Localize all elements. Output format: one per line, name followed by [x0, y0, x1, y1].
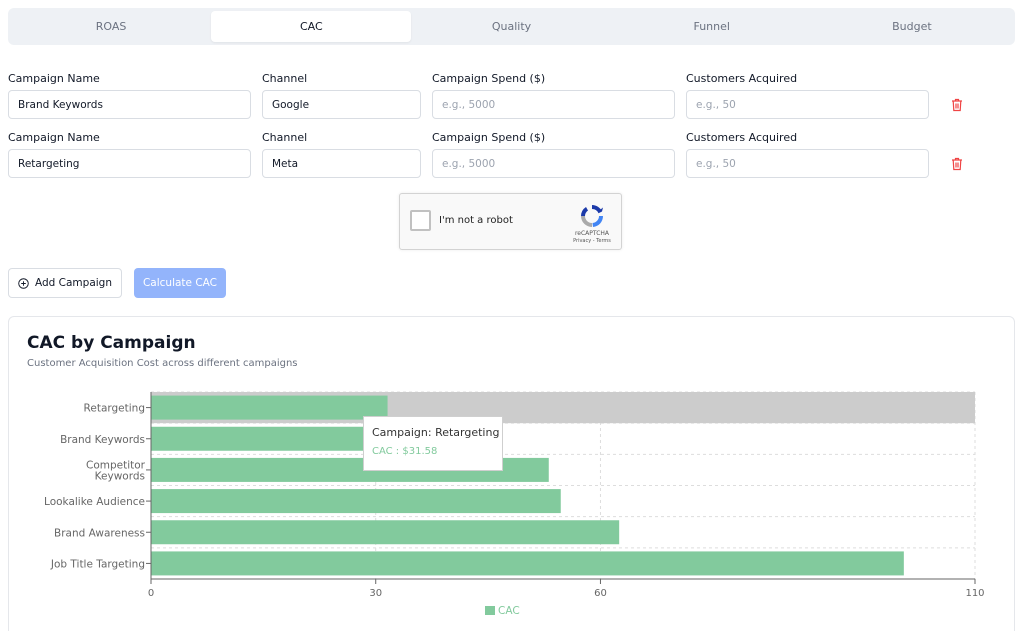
recaptcha-checkbox[interactable]	[410, 210, 431, 231]
add-campaign-label: Add Campaign	[35, 277, 112, 289]
customers-input[interactable]: e.g., 50	[686, 90, 929, 119]
spend-group: Campaign Spend ($) e.g., 5000	[432, 131, 675, 178]
recaptcha-label: I'm not a robot	[439, 215, 513, 226]
y-tick-label-line: Competitor	[86, 459, 146, 471]
y-tick-label: Brand Awareness	[54, 527, 145, 539]
tab-budget[interactable]: Budget	[892, 20, 932, 33]
campaign-name-input[interactable]: Brand Keywords	[8, 90, 251, 119]
spend-input[interactable]: e.g., 5000	[432, 149, 675, 178]
tab-roas[interactable]: ROAS	[95, 20, 127, 33]
spend-label: Campaign Spend ($)	[432, 72, 546, 85]
y-tick-label-line: Retargeting	[84, 403, 145, 415]
campaign-name-group: Campaign Name Brand Keywords	[8, 72, 251, 119]
x-tick-label: 60	[594, 588, 607, 599]
channel-input[interactable]: Google	[262, 90, 421, 119]
bar-brand-awareness	[151, 520, 620, 545]
y-tick-label: Brand Keywords	[60, 434, 145, 446]
customers-label: Customers Acquired	[686, 131, 798, 144]
spend-label: Campaign Spend ($)	[432, 131, 546, 144]
y-tick-label-line: Brand Keywords	[60, 434, 145, 446]
tab-quality[interactable]: Quality	[491, 20, 532, 33]
customers-group: Customers Acquired e.g., 50	[686, 131, 929, 178]
y-tick-label-line: Lookalike Audience	[44, 496, 145, 508]
tooltip-value: CAC : $31.58	[372, 446, 438, 457]
y-tick-label: Job Title Targeting	[50, 558, 145, 570]
legend-label: CAC	[498, 605, 520, 617]
bar-brand-keywords	[151, 426, 380, 451]
legend-swatch	[485, 606, 495, 615]
channel-group: Channel Google	[262, 72, 421, 119]
bar-job-title-targeting	[151, 551, 904, 576]
spend-group: Campaign Spend ($) e.g., 5000	[432, 72, 675, 119]
x-tick-label: 0	[148, 588, 154, 599]
trash-icon[interactable]	[951, 157, 963, 171]
plus-circle-icon	[18, 277, 29, 289]
x-tick-label: 110	[965, 588, 984, 599]
tab-cac[interactable]: CAC	[211, 11, 412, 42]
tab-funnel[interactable]: Funnel	[693, 20, 730, 33]
customers-label: Customers Acquired	[686, 72, 798, 85]
x-tick-label: 30	[369, 588, 382, 599]
recaptcha-brand: reCAPTCHA	[574, 230, 610, 237]
channel-label: Channel	[262, 72, 308, 85]
y-tick-label-line: Keywords	[95, 470, 145, 482]
channel-input[interactable]: Meta	[262, 149, 421, 178]
channel-group: Channel Meta	[262, 131, 421, 178]
campaign-name-group: Campaign Name Retargeting	[8, 131, 251, 178]
y-tick-label: Retargeting	[84, 403, 145, 415]
campaign-name-input[interactable]: Retargeting	[8, 149, 251, 178]
channel-label: Channel	[262, 131, 308, 144]
recaptcha-logo-icon	[581, 205, 604, 227]
bar-lookalike-audience	[151, 489, 561, 514]
customers-input[interactable]: e.g., 50	[686, 149, 929, 178]
chart-title: CAC by Campaign	[27, 333, 196, 353]
trash-icon[interactable]	[951, 98, 963, 112]
chart-subtitle: Customer Acquisition Cost across differe…	[27, 358, 298, 369]
campaign-name-label: Campaign Name	[8, 131, 100, 144]
add-campaign-button[interactable]: Add Campaign	[8, 268, 122, 298]
recaptcha-terms-link[interactable]: Privacy - Terms	[573, 238, 611, 244]
campaign-name-label: Campaign Name	[8, 72, 100, 85]
recaptcha-widget: I'm not a robot reCAPTCHA Privacy - Term…	[399, 193, 622, 250]
customers-group: Customers Acquired e.g., 50	[686, 72, 929, 119]
bar-retargeting	[151, 395, 388, 420]
tooltip-title: Campaign: Retargeting	[372, 426, 500, 439]
spend-input[interactable]: e.g., 5000	[432, 90, 675, 119]
y-tick-label: Lookalike Audience	[44, 496, 145, 508]
chart-tooltip: Campaign: Retargeting CAC : $31.58	[363, 416, 503, 471]
tab-bar: ROAS CAC Quality Funnel Budget	[8, 8, 1015, 45]
y-tick-label: Competitor Keywords	[86, 459, 146, 482]
y-tick-label-line: Job Title Targeting	[50, 558, 145, 570]
calculate-cac-button[interactable]: Calculate CAC	[134, 268, 226, 298]
y-tick-label-line: Brand Awareness	[54, 527, 145, 539]
